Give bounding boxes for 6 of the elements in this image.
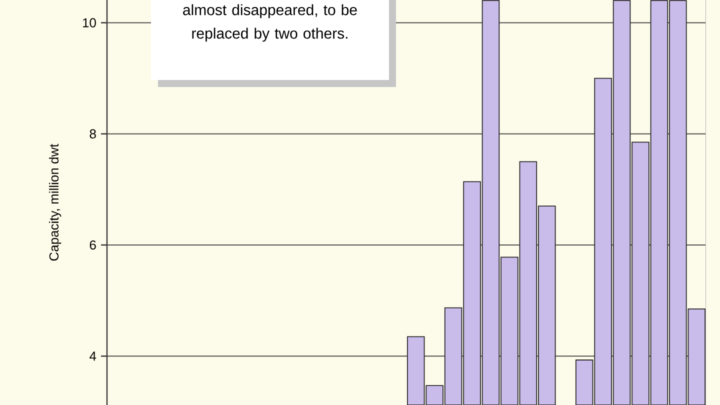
y-tick-label: 6: [90, 240, 96, 250]
y-tick-label: 8: [90, 129, 96, 138]
y-axis-title: Capacity, million dwt: [49, 144, 62, 261]
annotation: almost disappeared, to be replaced by two others.: [183, 4, 357, 42]
y-tick-label: 4: [90, 352, 96, 361]
y-tick-label: 10: [82, 18, 96, 28]
